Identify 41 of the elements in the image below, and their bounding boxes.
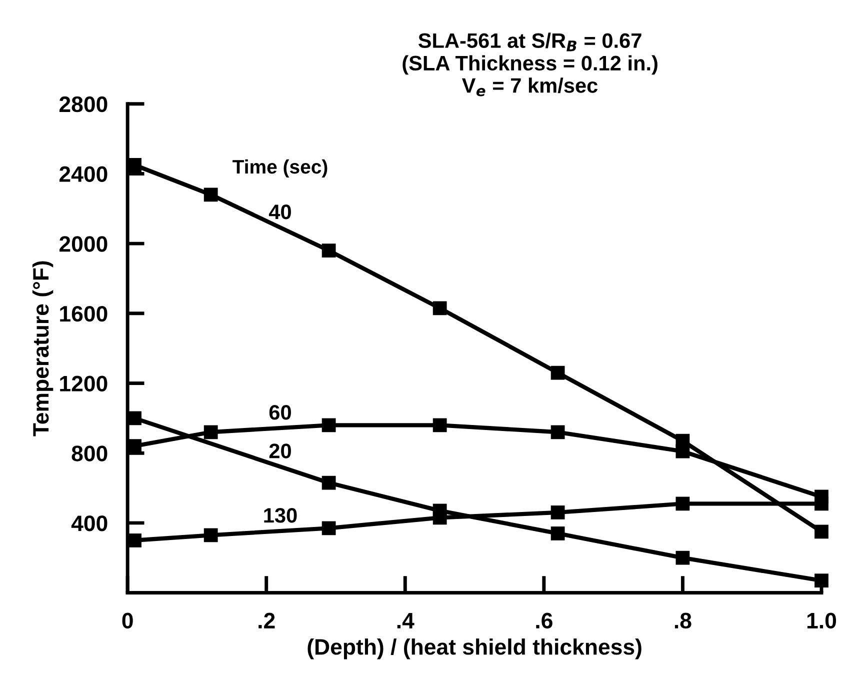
y-axis-title: Temperature (°F) bbox=[32, 261, 54, 436]
x-tick-label: .4 bbox=[397, 613, 414, 628]
x-axis-title: (Depth) / (heat shield thickness) bbox=[308, 638, 642, 660]
point bbox=[814, 496, 828, 511]
point bbox=[204, 425, 218, 440]
series-label: 20 bbox=[269, 444, 291, 458]
series-label: 40 bbox=[268, 204, 291, 220]
point bbox=[814, 524, 828, 539]
point bbox=[814, 574, 828, 588]
point bbox=[322, 418, 336, 432]
x-tick-label: 1.0 bbox=[807, 612, 836, 629]
point bbox=[550, 506, 565, 520]
y-tick-label: 1600 bbox=[60, 306, 108, 322]
point bbox=[322, 521, 336, 536]
point bbox=[550, 526, 565, 540]
point bbox=[322, 476, 336, 490]
x-tick-label: .6 bbox=[536, 612, 552, 629]
y-tick-label: 2400 bbox=[59, 166, 108, 182]
y-tick-label: 2000 bbox=[59, 236, 108, 252]
point bbox=[676, 444, 690, 458]
point bbox=[432, 301, 447, 316]
point bbox=[432, 418, 447, 432]
point bbox=[676, 550, 690, 565]
point bbox=[322, 244, 336, 258]
point bbox=[550, 366, 565, 380]
point bbox=[204, 188, 218, 202]
point bbox=[432, 510, 447, 525]
x-tick-label: .2 bbox=[258, 612, 275, 628]
point bbox=[550, 425, 565, 440]
point bbox=[676, 496, 690, 511]
chart-title: SLA-561 at S/R$_{B}$ = 0.67 (SLA Thickness = 0.12 in.) V$_{e}$ = 7 km/sec bbox=[402, 32, 658, 96]
y-tick-label: 800 bbox=[72, 446, 108, 462]
point bbox=[204, 528, 218, 542]
legend-title: Time (sec) bbox=[232, 159, 328, 178]
series-label: 130 bbox=[264, 508, 297, 523]
x-tick-label: 0 bbox=[122, 612, 133, 629]
series-label: 60 bbox=[269, 404, 291, 420]
y-tick-label: 400 bbox=[71, 515, 108, 532]
x-tick-label: .8 bbox=[674, 612, 692, 629]
y-tick-label: 2800 bbox=[59, 96, 108, 112]
y-tick-label: 1200 bbox=[60, 376, 108, 392]
